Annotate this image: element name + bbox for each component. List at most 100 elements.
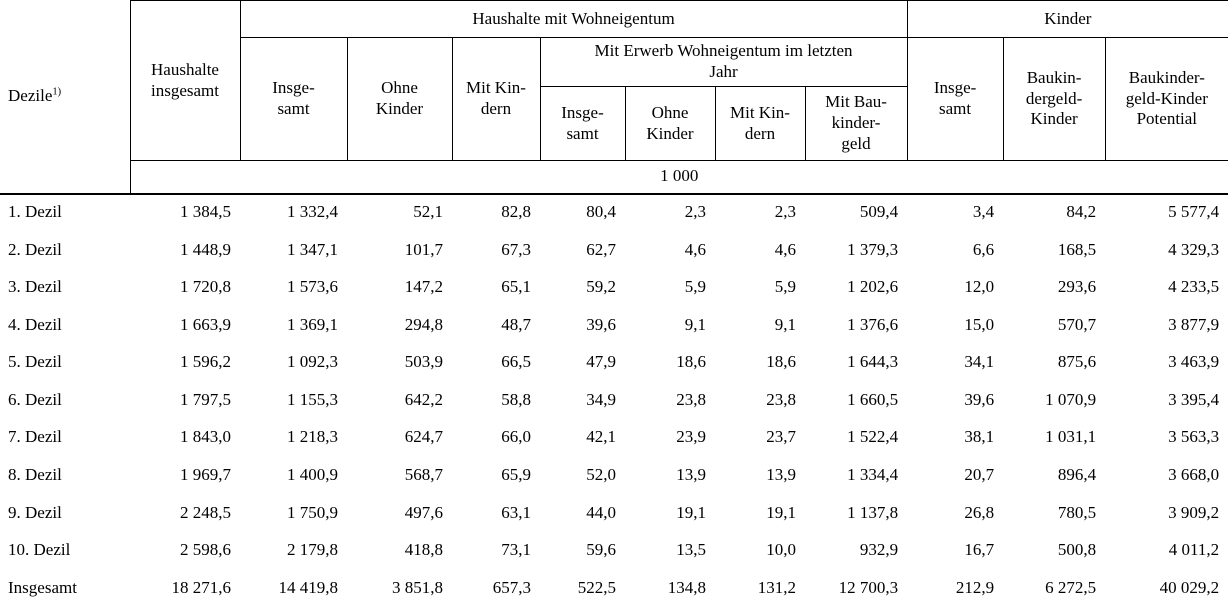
- value-cell: 3 668,0: [1168, 464, 1220, 484]
- value-cell: 34,1: [964, 352, 995, 372]
- table-row: Insgesamt 18 271,6 14 419,8 3 851,8 657,3 522…: [0, 569, 1228, 607]
- col-group-mit-erwerb-wohneigentum: Mit Erwerb Wohneigentum im letzten Jahr: [540, 37, 908, 87]
- value-cell: 1 384,5: [180, 202, 231, 222]
- value-cell: 63,1: [501, 502, 531, 522]
- value-cell: 522,5: [577, 577, 616, 597]
- value-cell: 875,6: [1057, 352, 1097, 372]
- row-label: 1. Dezil: [8, 202, 62, 222]
- row-label: Insgesamt: [8, 577, 77, 597]
- table-row: 8. Dezil 1 969,7 1 400,9 568,7 65,9 52,0 13,9 1…: [0, 457, 1228, 495]
- value-cell: 1 843,0: [180, 427, 231, 447]
- value-cell: 1 596,2: [180, 352, 231, 372]
- unit-row: 1 000: [130, 160, 1228, 195]
- col-group-haushalte-mit-wohneigentum: Haushalte mit Wohneigentum: [240, 0, 908, 38]
- value-cell: 1 969,7: [180, 464, 231, 484]
- table-row: 1. Dezil 1 384,5 1 332,4 52,1 82,8 80,4 2,3 2,3…: [0, 194, 1228, 232]
- value-cell: 19,1: [766, 502, 796, 522]
- value-cell: 3 463,9: [1168, 352, 1220, 372]
- row-label: 3. Dezil: [8, 277, 62, 297]
- value-cell: 497,6: [404, 502, 443, 522]
- value-cell: 570,7: [1057, 314, 1097, 334]
- value-cell: 2 248,5: [180, 502, 231, 522]
- value-cell: 1 218,3: [287, 427, 338, 447]
- value-cell: 52,0: [586, 464, 616, 484]
- value-cell: 40 029,2: [1159, 577, 1220, 597]
- value-cell: 5 577,4: [1168, 202, 1220, 222]
- value-cell: 73,1: [501, 540, 531, 560]
- value-cell: 1 155,3: [287, 389, 338, 409]
- table-row: 6. Dezil 1 797,5 1 155,3 642,2 58,8 34,9 23,8 2…: [0, 381, 1228, 419]
- value-cell: 20,7: [964, 464, 995, 484]
- value-cell: 38,1: [964, 427, 995, 447]
- value-cell: 2,3: [774, 202, 796, 222]
- value-cell: 12 700,3: [838, 577, 899, 597]
- value-cell: 642,2: [404, 389, 443, 409]
- value-cell: 293,6: [1057, 277, 1097, 297]
- value-cell: 34,9: [586, 389, 616, 409]
- value-cell: 1 448,9: [180, 239, 231, 259]
- col-header-baukindergeld-kinder: Baukin- dergeld- Kinder: [1003, 37, 1106, 161]
- value-cell: 500,8: [1057, 540, 1097, 560]
- value-cell: 5,9: [774, 277, 796, 297]
- value-cell: 1 369,1: [287, 314, 338, 334]
- value-cell: 6,6: [972, 239, 995, 259]
- value-cell: 48,7: [501, 314, 531, 334]
- value-cell: 18 271,6: [171, 577, 232, 597]
- value-cell: 1 202,6: [847, 277, 899, 297]
- value-cell: 59,2: [586, 277, 616, 297]
- table-row: 2. Dezil 1 448,9 1 347,1 101,7 67,3 62,7 4,6 4,…: [0, 231, 1228, 269]
- value-cell: 418,8: [404, 540, 443, 560]
- col-group-kinder: Kinder: [907, 0, 1228, 38]
- value-cell: 23,8: [766, 389, 796, 409]
- value-cell: 168,5: [1057, 239, 1097, 259]
- value-cell: 503,9: [404, 352, 443, 372]
- value-cell: 26,8: [964, 502, 995, 522]
- value-cell: 294,8: [404, 314, 443, 334]
- value-cell: 2,3: [684, 202, 706, 222]
- value-cell: 39,6: [586, 314, 616, 334]
- value-cell: 1 092,3: [287, 352, 338, 372]
- table-row: 9. Dezil 2 248,5 1 750,9 497,6 63,1 44,0 19,1 1…: [0, 494, 1228, 532]
- value-cell: 134,8: [667, 577, 706, 597]
- value-cell: 1 522,4: [847, 427, 899, 447]
- col-header-erwerb-ohne-kinder: Ohne Kinder: [625, 86, 716, 161]
- table-header: Dezile1) Haushalte insgesamt Haushalte m…: [0, 0, 1228, 195]
- value-cell: 4,6: [684, 239, 706, 259]
- value-cell: 4 233,5: [1168, 277, 1220, 297]
- value-cell: 66,5: [501, 352, 531, 372]
- value-cell: 3,4: [972, 202, 995, 222]
- value-cell: 13,5: [676, 540, 706, 560]
- value-cell: 23,9: [676, 427, 706, 447]
- value-cell: 1 573,6: [287, 277, 338, 297]
- value-cell: 23,8: [676, 389, 706, 409]
- value-cell: 1 347,1: [287, 239, 338, 259]
- value-cell: 212,9: [955, 577, 995, 597]
- value-cell: 47,9: [586, 352, 616, 372]
- value-cell: 147,2: [404, 277, 443, 297]
- col-header-baukindergeld-kinder-potential: Baukinder- geld-Kinder Potential: [1105, 37, 1228, 161]
- value-cell: 39,6: [964, 389, 995, 409]
- value-cell: 9,1: [684, 314, 706, 334]
- value-cell: 42,1: [586, 427, 616, 447]
- value-cell: 84,2: [1066, 202, 1097, 222]
- value-cell: 1 720,8: [180, 277, 231, 297]
- value-cell: 19,1: [676, 502, 706, 522]
- value-cell: 2 598,6: [180, 540, 231, 560]
- value-cell: 9,1: [774, 314, 796, 334]
- value-cell: 18,6: [676, 352, 706, 372]
- value-cell: 932,9: [859, 540, 899, 560]
- col-header-haushalte-insgesamt: Haushalte insgesamt: [130, 0, 241, 161]
- row-label: 7. Dezil: [8, 427, 62, 447]
- value-cell: 2 179,8: [287, 540, 338, 560]
- col-header-we-ohne-kinder: Ohne Kinder: [347, 37, 453, 161]
- value-cell: 624,7: [404, 427, 443, 447]
- value-cell: 44,0: [586, 502, 616, 522]
- col-header-erwerb-mit-baukindergeld: Mit Bau- kinder- geld: [805, 86, 908, 161]
- value-cell: 3 851,8: [392, 577, 443, 597]
- value-cell: 4 011,2: [1168, 540, 1220, 560]
- value-cell: 16,7: [964, 540, 995, 560]
- col-header-kinder-insgesamt: Insge- samt: [907, 37, 1004, 161]
- value-cell: 1 660,5: [847, 389, 899, 409]
- value-cell: 780,5: [1057, 502, 1097, 522]
